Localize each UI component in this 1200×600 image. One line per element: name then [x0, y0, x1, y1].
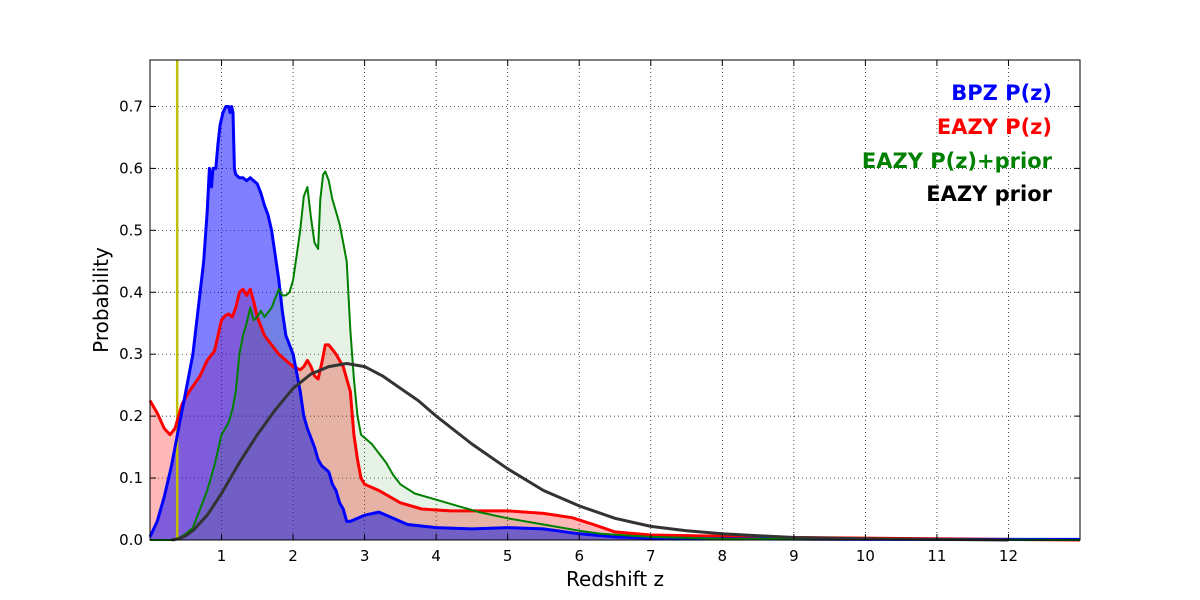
legend: BPZ P(z) EAZY P(z) EAZY P(z)+prior EAZY …: [862, 81, 1053, 206]
y-tick-labels: 0.0 0.1 0.2 0.3 0.4 0.5 0.6 0.7: [119, 97, 143, 549]
x-tick-label: 6: [574, 547, 584, 565]
x-tick-label: 9: [789, 547, 799, 565]
x-tick-label: 8: [718, 547, 728, 565]
x-axis-title: Redshift z: [566, 567, 664, 591]
line-bpz-p-z: [148, 105, 1080, 541]
line-eazy-prior: [171, 362, 1009, 542]
x-tick-label: 12: [999, 547, 1018, 565]
x-tick-label: 3: [360, 547, 370, 565]
line-eazy-p-z: [148, 287, 1081, 542]
y-tick-label: 0.2: [119, 407, 143, 425]
x-tick-labels: 1 2 3 4 5 6 7 8 9 10 11 12: [217, 547, 1018, 565]
x-tick-label: 10: [856, 547, 875, 565]
y-tick-label: 0.5: [119, 221, 143, 239]
y-axis-title: Probability: [89, 247, 113, 353]
plot-frame: [149, 59, 1081, 541]
legend-eazy-pz-prior: EAZY P(z)+prior: [862, 149, 1053, 173]
y-tick-label: 0.6: [119, 159, 143, 177]
y-tick-label: 0.4: [119, 283, 143, 301]
area-bpz-p-z: [150, 106, 1080, 540]
line-eazy-p-z-prior: [150, 170, 1081, 541]
x-tick-label: 2: [288, 547, 298, 565]
x-tick-label: 4: [431, 547, 441, 565]
series-lines: [148, 105, 1081, 542]
y-tick-label: 0.1: [119, 469, 143, 487]
legend-eazy-pz: EAZY P(z): [937, 115, 1052, 139]
x-tick-label: 5: [503, 547, 513, 565]
legend-eazy-prior: EAZY prior: [926, 182, 1052, 206]
y-tick-label: 0.3: [119, 345, 143, 363]
grid-lines: [150, 60, 1080, 540]
axis-ticks: [150, 60, 1080, 541]
legend-bpz-pz: BPZ P(z): [951, 81, 1052, 105]
x-tick-label: 1: [217, 547, 227, 565]
y-tick-label: 0.0: [119, 531, 143, 549]
x-tick-label: 7: [646, 547, 656, 565]
x-tick-label: 11: [927, 547, 946, 565]
y-tick-label: 0.7: [119, 97, 143, 115]
